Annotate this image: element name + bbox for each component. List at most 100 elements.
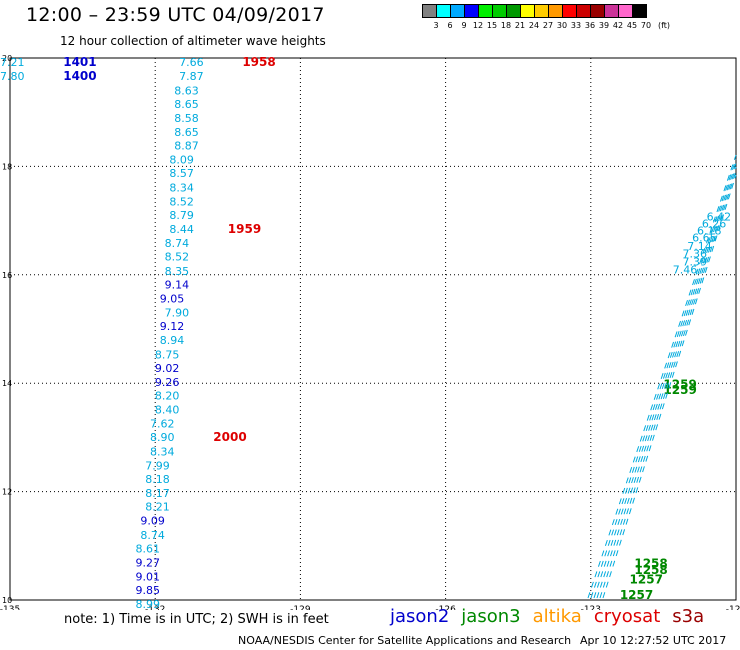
wave-height-value: 8.63 xyxy=(174,84,199,97)
wave-height-value: 7.87 xyxy=(179,70,204,83)
wave-height-value: 9.14 xyxy=(165,278,190,291)
legend-cryosat: cryosat xyxy=(593,606,661,627)
wave-height-value: 8.99 xyxy=(136,598,161,610)
wave-height-value: 8.40 xyxy=(155,404,180,417)
scale-label: 39 xyxy=(598,21,610,30)
color-scale-labels: 3 6 9 12 15 18 21 24 27 30 33 36 39 42 45 70 (ft) xyxy=(422,21,740,33)
wave-height-value: 8.35 xyxy=(165,265,190,278)
wave-height-value: 8.74 xyxy=(165,237,190,250)
footer-timestamp: Apr 10 12:27:52 UTC 2017 xyxy=(580,634,727,647)
wave-height-value: 7.36 xyxy=(682,247,707,260)
pass-time-label: 1257 xyxy=(620,588,653,602)
chart-title: 12:00 – 23:59 UTC 04/09/2017 xyxy=(26,4,325,26)
wave-height-value: 8.34 xyxy=(169,181,194,194)
scale-label: 15 xyxy=(486,21,498,30)
wave-height-value: 8.90 xyxy=(150,431,175,444)
wave-height-value: 8.65 xyxy=(174,126,199,139)
scale-swatch xyxy=(632,4,647,18)
wave-height-value: 8.21 xyxy=(145,501,170,514)
wave-height-value: 7.80 xyxy=(0,70,25,83)
scale-label: 21 xyxy=(514,21,526,30)
x-tick-label: -123 xyxy=(581,605,601,610)
wave-height-value: 8.57 xyxy=(169,167,194,180)
footer-credit: NOAA/NESDIS Center for Satellite Applica… xyxy=(238,634,572,647)
wave-height-value: 7.99 xyxy=(145,459,170,472)
satellite-legend: jason2 jason3 altika cryosat s3a xyxy=(390,606,704,627)
scale-label: 27 xyxy=(542,21,554,30)
plot-frame xyxy=(9,57,737,601)
y-tick-label: 10 xyxy=(2,596,12,605)
wave-height-value: 8.34 xyxy=(150,445,175,458)
wave-height-value: 8.61 xyxy=(136,542,161,555)
scale-label: 36 xyxy=(584,21,596,30)
wave-height-value: 8.17 xyxy=(145,487,170,500)
ground-track-line xyxy=(596,166,737,599)
legend-s3a: s3a xyxy=(672,606,705,627)
scale-label: 9 xyxy=(461,21,467,30)
wave-height-value: 8.52 xyxy=(165,251,190,264)
scale-label: 6 xyxy=(447,21,453,30)
pass-time-label: 2000 xyxy=(213,430,246,444)
scale-label: 3 xyxy=(433,21,439,30)
legend-altika: altika xyxy=(532,606,582,627)
wave-height-value: 8.87 xyxy=(174,140,199,153)
x-tick-label: -132 xyxy=(145,605,165,610)
y-tick-label: 12 xyxy=(2,488,12,497)
wave-height-value: 8.94 xyxy=(160,334,185,347)
y-tick-label: 20 xyxy=(2,54,12,63)
wave-height-value: 9.05 xyxy=(160,292,185,305)
wave-height-value: 8.58 xyxy=(174,112,199,125)
x-tick-label: -135 xyxy=(0,605,20,610)
wave-height-value: 6.18 xyxy=(697,225,722,238)
wave-height-value: 7.66 xyxy=(179,56,204,69)
pass-time-label: 1258 xyxy=(634,556,667,570)
wave-height-value: 9.85 xyxy=(136,584,161,597)
scale-label: 45 xyxy=(626,21,638,30)
pass-time-label: 1258 xyxy=(634,563,667,577)
wave-height-value: 7.21 xyxy=(0,56,25,69)
pass-time-label: 1400 xyxy=(63,69,96,83)
altimeter-chart: -135 -132 -129 -126 -123 -120 10 12 14 16 18 20 7.66… xyxy=(0,54,740,610)
scale-label: 24 xyxy=(528,21,540,30)
scale-label: 30 xyxy=(556,21,568,30)
x-tick-label: -120 xyxy=(726,605,740,610)
wave-height-value: 8.44 xyxy=(169,223,194,236)
wave-height-value: 8.75 xyxy=(155,348,180,361)
wave-height-value: 9.09 xyxy=(140,515,165,528)
wave-height-value: 9.27 xyxy=(136,556,161,569)
wave-height-value: 8.79 xyxy=(169,209,194,222)
wave-height-value: 8.65 xyxy=(174,98,199,111)
wave-height-value: 9.12 xyxy=(160,320,185,333)
wave-height-value: 6.26 xyxy=(702,218,727,231)
wave-height-value: 9.26 xyxy=(155,376,180,389)
y-tick-label: 18 xyxy=(2,162,12,171)
scale-label: 18 xyxy=(500,21,512,30)
legend-jason2: jason2 xyxy=(390,606,450,627)
color-scale-bar xyxy=(422,4,647,18)
wave-height-value: 8.52 xyxy=(169,195,194,208)
wave-height-value: 7.46 xyxy=(673,264,698,277)
wave-height-value: 6.42 xyxy=(707,211,732,224)
ground-track-line xyxy=(599,170,737,599)
pass-time-label: 1401 xyxy=(63,55,96,69)
scale-label: 70 xyxy=(640,21,652,30)
pass-time-label: 1259 xyxy=(663,378,696,392)
scale-label: 33 xyxy=(570,21,582,30)
ground-track-line xyxy=(602,174,737,599)
chart-subtitle: 12 hour collection of altimeter wave hei… xyxy=(60,34,326,48)
pass-time-label: 1257 xyxy=(630,573,663,587)
legend-jason3: jason3 xyxy=(461,606,521,627)
scale-label: 12 xyxy=(472,21,484,30)
wave-height-value: 8.74 xyxy=(140,529,165,542)
x-tick-label: -129 xyxy=(290,605,311,610)
x-tick-label: -126 xyxy=(435,605,456,610)
scale-label: (ft) xyxy=(657,21,671,30)
y-tick-label: 16 xyxy=(2,271,12,280)
wave-height-value: 7.90 xyxy=(165,307,190,320)
wave-height-value: 8.20 xyxy=(155,389,180,402)
pass-time-label: 1259 xyxy=(663,383,696,397)
footer-note: note: 1) Time is in UTC; 2) SWH is in fe… xyxy=(64,612,329,627)
wave-height-value: 9.02 xyxy=(155,362,180,375)
ground-track-line xyxy=(587,154,737,599)
ground-track-line xyxy=(590,158,737,599)
